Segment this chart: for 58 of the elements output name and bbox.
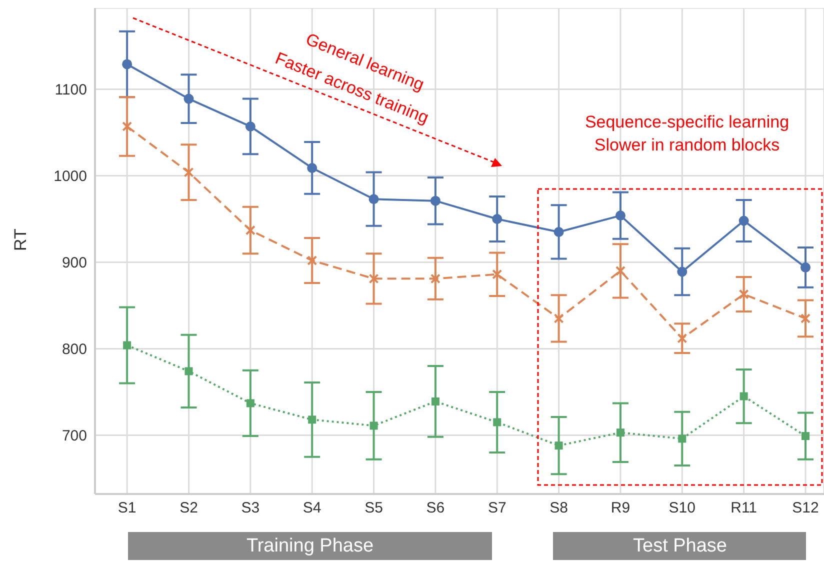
x-tick-label: R11 xyxy=(730,500,758,517)
x-tick-label: S10 xyxy=(668,500,696,517)
x-tick-label: S4 xyxy=(302,500,322,517)
point xyxy=(677,333,688,344)
point xyxy=(122,121,132,132)
x-tick-label: S7 xyxy=(488,500,506,517)
point xyxy=(368,194,379,204)
point xyxy=(800,313,810,324)
point xyxy=(184,167,194,178)
point xyxy=(370,422,378,430)
x-tick-label: S8 xyxy=(550,500,568,517)
x-tick-label: S6 xyxy=(426,500,445,517)
text: Training Phase xyxy=(246,536,374,556)
y-tick-label: 1100 xyxy=(54,82,87,99)
point xyxy=(554,313,564,324)
point xyxy=(801,432,810,440)
x-tick-label: S3 xyxy=(241,500,260,517)
point xyxy=(740,392,748,400)
point xyxy=(738,289,749,300)
point xyxy=(800,262,810,272)
point xyxy=(368,274,379,284)
point xyxy=(430,274,440,284)
point xyxy=(245,121,256,132)
y-tick-label: 900 xyxy=(62,254,87,272)
point xyxy=(615,210,626,221)
point xyxy=(554,442,563,450)
y-tick-label: 800 xyxy=(62,341,87,358)
point xyxy=(677,266,688,277)
x-tick-label: S2 xyxy=(180,500,198,517)
annotation: Slower in random blocks xyxy=(594,136,780,154)
point xyxy=(678,434,686,443)
point xyxy=(431,397,440,406)
point xyxy=(184,94,194,104)
point xyxy=(184,367,193,376)
point xyxy=(307,162,318,173)
x-tick-label: R9 xyxy=(610,500,630,517)
point xyxy=(430,196,440,206)
point xyxy=(493,418,502,426)
point xyxy=(245,225,256,236)
x-tick-label: S5 xyxy=(364,500,383,517)
text: Test Phase xyxy=(633,536,727,556)
point xyxy=(122,59,132,70)
point xyxy=(738,216,749,226)
x-tick-label: S12 xyxy=(792,500,819,517)
point xyxy=(615,266,626,276)
point xyxy=(492,269,502,280)
point xyxy=(308,416,316,424)
point xyxy=(307,256,318,266)
y-tick-label: 700 xyxy=(62,428,87,445)
y-tick-label: 1000 xyxy=(54,168,87,186)
point xyxy=(616,428,624,437)
y-axis-title: RT xyxy=(11,228,30,251)
x-tick-label: S1 xyxy=(118,500,136,517)
annotation: Sequence-specific learning xyxy=(584,112,790,132)
point xyxy=(554,226,564,237)
point xyxy=(123,341,132,350)
point xyxy=(246,399,254,408)
point xyxy=(492,214,502,224)
